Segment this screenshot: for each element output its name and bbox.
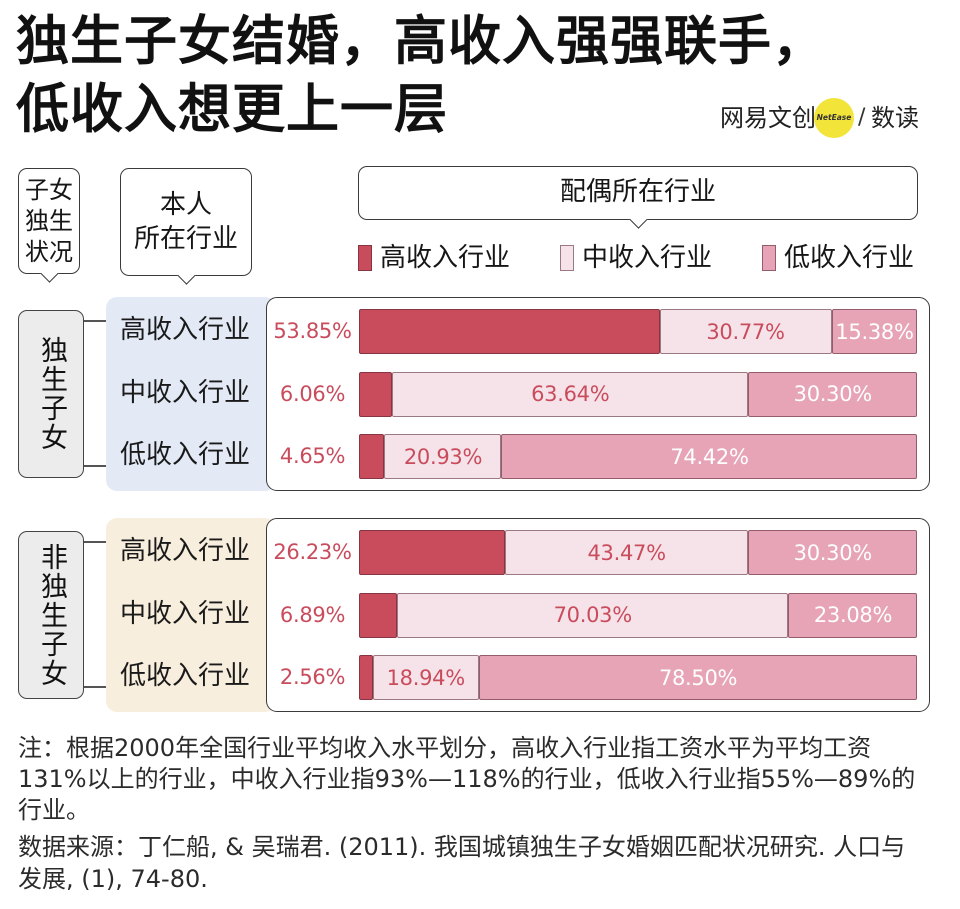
row-category-label: 低收入行业: [120, 440, 251, 470]
footnote: 注：根据2000年全国行业平均收入水平划分，高收入行业指工资水平为平均工资 13…: [18, 733, 915, 826]
legend-swatch-low: [762, 245, 776, 271]
header-line: 本人: [159, 190, 212, 220]
header-self-industry: 本人 所在行业: [120, 168, 252, 276]
bar-segment-high: [358, 371, 393, 417]
legend-label-high: 高收入行业: [380, 243, 511, 273]
bar-segment-low: 30.30%: [748, 530, 918, 575]
value-label-mid: 20.93%: [403, 444, 483, 469]
connector-line: [84, 541, 106, 543]
header-line: 配偶所在行业: [559, 177, 716, 207]
bar-segment-high: [358, 592, 397, 638]
bar-panel: 53.85% 30.77% 15.38% 6.06% 63.64% 30.30% 4.65%…: [266, 297, 930, 491]
row-category-label: 高收入行业: [120, 315, 251, 345]
data-source: 数据来源：丁仁船, & 吴瑞君. (2011). 我国城镇独生子女婚姻匹配状况研…: [18, 831, 905, 895]
bar-segment-low: 30.30%: [748, 371, 918, 417]
legend-label-low: 低收入行业: [784, 243, 915, 273]
value-label-high: 4.65%: [279, 444, 346, 468]
value-label-mid: 70.03%: [553, 603, 633, 627]
chart-group-1: 独生子女 高收入行业 中收入行业 低收入行业 53.85% 30.77% 15.38% 6.0…: [0, 297, 960, 493]
value-label-mid: 18.94%: [386, 665, 466, 690]
bar-segment-high: [358, 655, 373, 700]
legend-swatch-high: [358, 245, 372, 271]
value-label-high: 2.56%: [279, 665, 346, 689]
logo-badge-icon: NetEase: [814, 98, 854, 138]
row-category-label: 高收入行业: [120, 536, 251, 566]
value-label-low: 30.30%: [793, 540, 873, 565]
group-label-box: 独生子女: [18, 310, 84, 478]
legend-label-mid: 中收入行业: [582, 243, 713, 273]
bar-segment-mid: 70.03%: [397, 592, 789, 638]
bar-segment-mid: 30.77%: [659, 309, 832, 354]
value-label-high: 26.23%: [273, 540, 352, 564]
data-source-line: 发展, (1), 74-80.: [18, 865, 208, 893]
value-label-mid: 30.77%: [706, 319, 785, 344]
bar-segment-high: [358, 434, 385, 479]
bar-segment-mid: 18.94%: [372, 655, 479, 700]
row-category-label: 中收入行业: [120, 377, 251, 408]
bar-segment-mid: 43.47%: [505, 530, 749, 575]
logo-section-text: 数读: [871, 104, 919, 132]
group-label-box: 非独生子女: [18, 531, 84, 699]
value-label-low: 23.08%: [813, 603, 893, 627]
bar-segment-low: 15.38%: [831, 309, 918, 354]
header-line: 独生: [25, 207, 73, 235]
logo-separator: /: [858, 105, 866, 130]
bar-segment-high: [358, 309, 660, 354]
footnote-line: 注：根据2000年全国行业平均收入水平划分，高收入行业指工资水平为平均工资: [18, 734, 872, 762]
row-label-panel: 高收入行业中收入行业低收入行业: [106, 297, 276, 491]
row-category-label: 低收入行业: [120, 661, 251, 691]
brand-logo: 网易文创 NetEase / 数读: [718, 98, 928, 138]
value-label-mid: 43.47%: [587, 540, 666, 565]
row-label-panel: 高收入行业中收入行业低收入行业: [106, 518, 276, 712]
group-label-text: 非独生子女: [36, 542, 67, 688]
bar-segment-mid: 63.64%: [392, 371, 749, 417]
page-title-line-2: 低收入想更上一层: [16, 79, 448, 140]
bar-segment-low: 78.50%: [478, 655, 918, 700]
bar-panel: 26.23% 43.47% 30.30% 6.89% 70.03% 23.08% 2.56%…: [266, 518, 930, 712]
value-label-high: 6.06%: [279, 381, 346, 406]
legend-swatch-mid: [560, 245, 574, 271]
value-label-low: 15.38%: [835, 319, 914, 344]
header-line: 子女: [25, 176, 73, 204]
page-title-line-1: 独生子女结婚，高收入强强联手，: [16, 11, 826, 72]
header-line: 所在行业: [133, 224, 238, 254]
value-label-low: 74.42%: [670, 444, 749, 469]
connector-line: [84, 320, 106, 322]
value-label-mid: 63.64%: [531, 382, 610, 406]
bar-segment-mid: 20.93%: [384, 434, 502, 479]
header-spouse-industry: 配偶所在行业: [358, 166, 918, 220]
value-label-high: 6.89%: [279, 602, 346, 627]
chart-group-2: 非独生子女 高收入行业 中收入行业 低收入行业 26.23% 43.47% 30.30% 6.…: [0, 518, 960, 714]
connector-line: [84, 465, 106, 467]
data-source-line: 数据来源：丁仁船, & 吴瑞君. (2011). 我国城镇独生子女婚姻匹配状况研…: [18, 833, 906, 861]
group-label-text: 独生子女: [36, 336, 67, 452]
value-label-low: 78.50%: [658, 665, 738, 690]
bar-segment-high: [358, 530, 506, 575]
logo-brand-text: 网易文创: [720, 104, 816, 132]
connector-line: [84, 686, 106, 688]
bar-segment-low: 74.42%: [501, 434, 918, 479]
footnote-line: 行业。: [18, 796, 90, 824]
row-category-label: 中收入行业: [120, 598, 251, 629]
bar-segment-low: 23.08%: [788, 592, 918, 638]
value-label-high: 53.85%: [273, 319, 352, 343]
value-label-low: 30.30%: [793, 382, 873, 406]
header-only-child-status: 子女 独生 状况: [18, 168, 80, 274]
footnote-line: 131%以上的行业，中收入行业指93%—118%的行业，低收入行业指55%—89…: [18, 765, 916, 793]
header-line: 状况: [25, 238, 73, 266]
